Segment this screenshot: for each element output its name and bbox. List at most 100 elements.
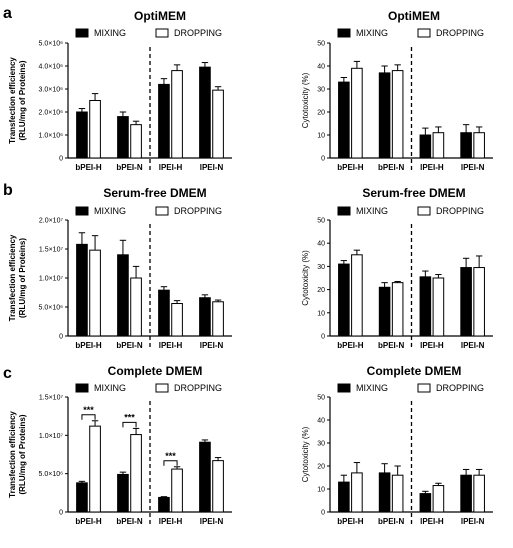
legend-swatch-dropping <box>155 206 169 216</box>
y-tick-label: 1.0×10⁷ <box>39 433 64 440</box>
bar-mixing-bpei-h <box>76 482 88 513</box>
x-tick-label: bPEI-H <box>75 163 101 172</box>
bar-mixing-bpei-h <box>76 111 88 159</box>
y-axis-label: Transfection efficiency <box>8 411 17 498</box>
bar-dropping-bpei-h <box>351 472 363 513</box>
x-tick-label: bPEI-H <box>337 517 363 526</box>
y-tick-label: 2.0×10⁷ <box>39 218 64 225</box>
y-axis-label: (RLU/mg of Proteins) <box>18 238 27 318</box>
y-tick-label: 20 <box>317 287 325 294</box>
y-tick-label: 1.5×10⁷ <box>39 247 64 254</box>
bar-dropping-lpei-n <box>212 89 224 159</box>
y-axis-label: (RLU/mg of Proteins) <box>18 414 27 494</box>
chart-title: OptiMEM <box>134 9 186 23</box>
bar-dropping-bpei-h <box>89 425 101 513</box>
chart-title: Complete DMEM <box>108 364 203 378</box>
y-tick-label: 40 <box>317 418 325 425</box>
bar-mixing-lpei-h <box>419 276 432 337</box>
bar-dropping-lpei-n <box>473 474 485 513</box>
y-tick-label: 30 <box>317 264 325 271</box>
y-axis-label: Cytotoxicity (%) <box>301 426 310 482</box>
y-axis-label: Transfection efficiency <box>8 234 17 321</box>
panel-letter-b: b <box>3 182 13 199</box>
y-tick-label: 0 <box>59 156 63 163</box>
bar-dropping-lpei-h <box>432 485 445 513</box>
significance-label: *** <box>124 412 135 422</box>
x-tick-label: bPEI-N <box>378 517 404 526</box>
legend-swatch-mixing <box>75 28 89 38</box>
y-tick-label: 5.0×10⁶ <box>39 41 64 48</box>
bar-dropping-bpei-h <box>351 254 363 337</box>
x-tick-label: lPEI-H <box>159 163 183 172</box>
bar-dropping-bpei-h <box>89 249 101 337</box>
panel-letter-c: c <box>3 365 12 382</box>
y-tick-label: 0 <box>321 510 325 517</box>
bar-dropping-bpei-n <box>391 282 404 337</box>
legend-label-dropping: DROPPING <box>436 206 484 216</box>
x-tick-label: bPEI-N <box>116 163 142 172</box>
bar-dropping-bpei-h <box>89 100 101 159</box>
legend-label-mixing: MIXING <box>94 383 126 393</box>
y-tick-label: 1.0×10⁶ <box>39 133 64 140</box>
bar-mixing-bpei-n <box>117 116 129 159</box>
legend-swatch-mixing <box>337 28 351 38</box>
bar-dropping-bpei-n <box>391 70 404 159</box>
y-tick-label: 1.5×10⁷ <box>39 395 64 402</box>
x-tick-label: lPEI-N <box>200 163 224 172</box>
legend-label-dropping: DROPPING <box>174 28 222 38</box>
bar-mixing-lpei-n <box>199 441 211 513</box>
x-tick-label: lPEI-N <box>461 517 485 526</box>
bar-mixing-lpei-n <box>460 474 472 513</box>
legend-label-mixing: MIXING <box>94 206 126 216</box>
bar-mixing-bpei-n <box>378 472 391 513</box>
x-tick-label: bPEI-N <box>378 163 404 172</box>
bar-mixing-bpei-h <box>338 481 350 513</box>
bar-mixing-bpei-n <box>117 254 129 337</box>
y-axis-label: Transfection efficiency <box>8 57 17 144</box>
chart-title: Serum-free DMEM <box>103 186 206 200</box>
legend-label-mixing: MIXING <box>356 206 388 216</box>
bar-dropping-lpei-n <box>473 132 485 159</box>
legend-label-dropping: DROPPING <box>174 383 222 393</box>
legend-label-mixing: MIXING <box>94 28 126 38</box>
bar-dropping-lpei-h <box>171 70 183 159</box>
legend-label-mixing: MIXING <box>356 28 388 38</box>
legend-swatch-mixing <box>337 206 351 216</box>
bar-mixing-bpei-n <box>378 72 391 159</box>
bar-mixing-bpei-n <box>378 286 391 337</box>
bar-dropping-lpei-h <box>432 277 445 337</box>
bar-dropping-lpei-n <box>212 301 224 337</box>
bar-dropping-bpei-h <box>351 67 363 159</box>
y-axis-label: Cytotoxicity (%) <box>301 72 310 128</box>
bar-dropping-lpei-n <box>473 267 485 337</box>
significance-bracket <box>122 421 137 428</box>
y-tick-label: 0 <box>321 156 325 163</box>
chart-0: OptiMEM MIXING DROPPING 0 1.0×10⁶ 2.0×10⁶ 3.0×… <box>8 9 232 172</box>
bar-dropping-bpei-n <box>130 124 142 159</box>
bar-mixing-lpei-n <box>460 132 472 159</box>
y-tick-label: 20 <box>317 464 325 471</box>
bar-mixing-lpei-h <box>158 289 170 337</box>
chart-5: Complete DMEM MIXING DROPPING 0 10 20 30 40 50 Cy… <box>301 364 493 526</box>
legend-swatch-mixing <box>75 206 89 216</box>
bar-mixing-lpei-h <box>158 83 170 159</box>
x-tick-label: bPEI-N <box>116 341 142 350</box>
y-tick-label: 1.0×10⁷ <box>39 276 64 283</box>
significance-label: *** <box>83 405 94 415</box>
bar-mixing-bpei-n <box>117 473 129 513</box>
y-tick-label: 5.0×10⁶ <box>39 305 64 312</box>
bar-mixing-lpei-h <box>158 496 170 513</box>
x-tick-label: lPEI-H <box>420 517 444 526</box>
bar-mixing-lpei-n <box>199 297 211 337</box>
bar-dropping-bpei-n <box>391 474 404 513</box>
chart-title: Complete DMEM <box>367 364 462 378</box>
x-tick-label: bPEI-N <box>378 341 404 350</box>
y-tick-label: 50 <box>317 395 325 402</box>
legend-swatch-mixing <box>337 383 351 393</box>
legend-swatch-dropping <box>417 28 431 38</box>
x-tick-label: lPEI-H <box>420 341 444 350</box>
legend-swatch-dropping <box>155 28 169 38</box>
y-tick-label: 30 <box>317 441 325 448</box>
y-tick-label: 50 <box>317 41 325 48</box>
x-tick-label: bPEI-H <box>75 517 101 526</box>
